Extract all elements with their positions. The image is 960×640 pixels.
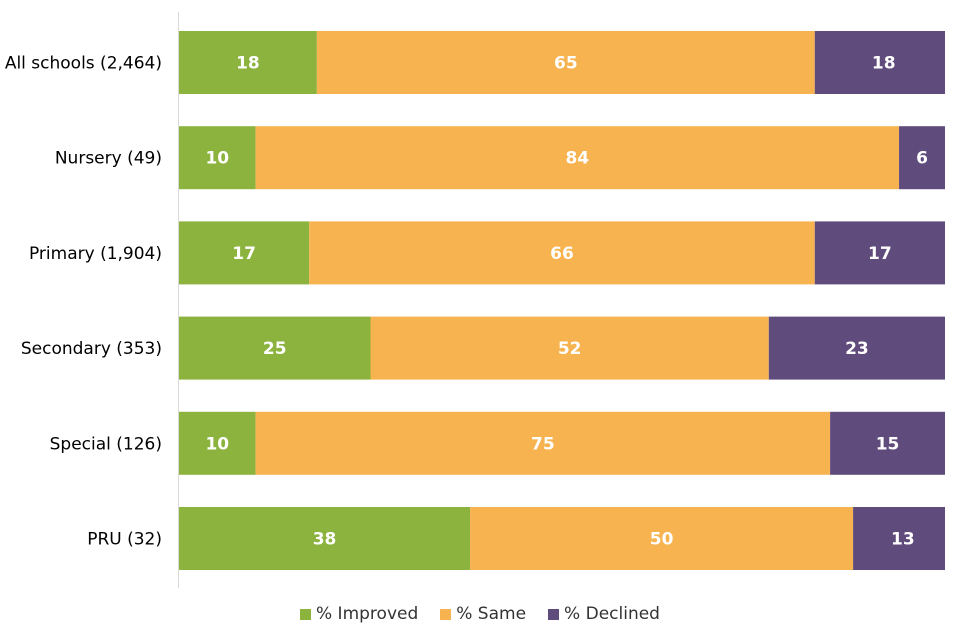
bar-segment — [179, 221, 310, 285]
bar-segment — [179, 507, 471, 570]
category-label: PRU (32) — [87, 530, 162, 550]
legend-swatch — [440, 608, 452, 620]
legend-item: % Declined — [548, 604, 660, 624]
bar-segment — [179, 411, 256, 475]
data-label: 23 — [845, 339, 869, 359]
bar-segment — [255, 411, 831, 475]
data-label: 17 — [868, 244, 892, 264]
category-label: Secondary (353) — [21, 339, 162, 359]
legend-swatch — [300, 608, 311, 620]
bar-segment — [853, 507, 945, 570]
bar-segment — [814, 31, 945, 94]
bar-segment — [814, 221, 945, 285]
category-label: Nursery (49) — [55, 149, 162, 169]
data-label: 65 — [554, 54, 578, 74]
stacked-bar-chart: All schools (2,464) Nursery (49) Primary (… — [5, 12, 945, 588]
bar-segment — [370, 316, 769, 380]
data-label: 18 — [872, 54, 896, 74]
legend-item: % Same — [440, 604, 526, 624]
legend-item: % Improved — [300, 604, 418, 624]
bar-segment — [255, 126, 900, 190]
legend-swatch — [548, 608, 560, 620]
bar-segment — [179, 126, 256, 190]
data-label: 15 — [876, 434, 900, 454]
bar-segment — [470, 507, 854, 570]
bar-segment — [179, 316, 371, 380]
legend: % Improved % Same % Declined — [0, 604, 960, 624]
data-label: 25 — [263, 339, 287, 359]
bar-segment — [316, 31, 815, 94]
data-label: 52 — [558, 339, 582, 359]
legend-label: % Improved — [316, 604, 419, 624]
category-label: Special (126) — [50, 434, 162, 454]
category-labels: All schools (2,464) Nursery (49) Primary (… — [5, 54, 162, 550]
data-label: 10 — [205, 434, 229, 454]
data-label: 84 — [565, 149, 589, 169]
data-label: 18 — [236, 54, 260, 74]
bar-segment — [309, 221, 815, 285]
bar-segment — [179, 31, 317, 94]
data-label: 50 — [650, 530, 674, 550]
legend-label: % Same — [456, 604, 527, 624]
category-label: All schools (2,464) — [5, 54, 162, 74]
data-label: 38 — [313, 530, 337, 550]
category-label: Primary (1,904) — [29, 244, 162, 264]
legend-label: % Declined — [564, 604, 660, 624]
data-label: 17 — [232, 244, 256, 264]
data-label: 13 — [891, 530, 915, 550]
bars — [179, 31, 945, 570]
data-label: 10 — [205, 149, 229, 169]
bar-segment — [830, 411, 945, 475]
value-labels: 18 65 18 10 84 6 17 66 17 25 52 23 10 75 15 38 50 13 — [205, 54, 927, 550]
data-label: 6 — [916, 149, 928, 169]
bar-segment — [899, 126, 945, 190]
data-label: 75 — [531, 434, 555, 454]
data-label: 66 — [550, 244, 574, 264]
bar-segment — [768, 316, 945, 380]
